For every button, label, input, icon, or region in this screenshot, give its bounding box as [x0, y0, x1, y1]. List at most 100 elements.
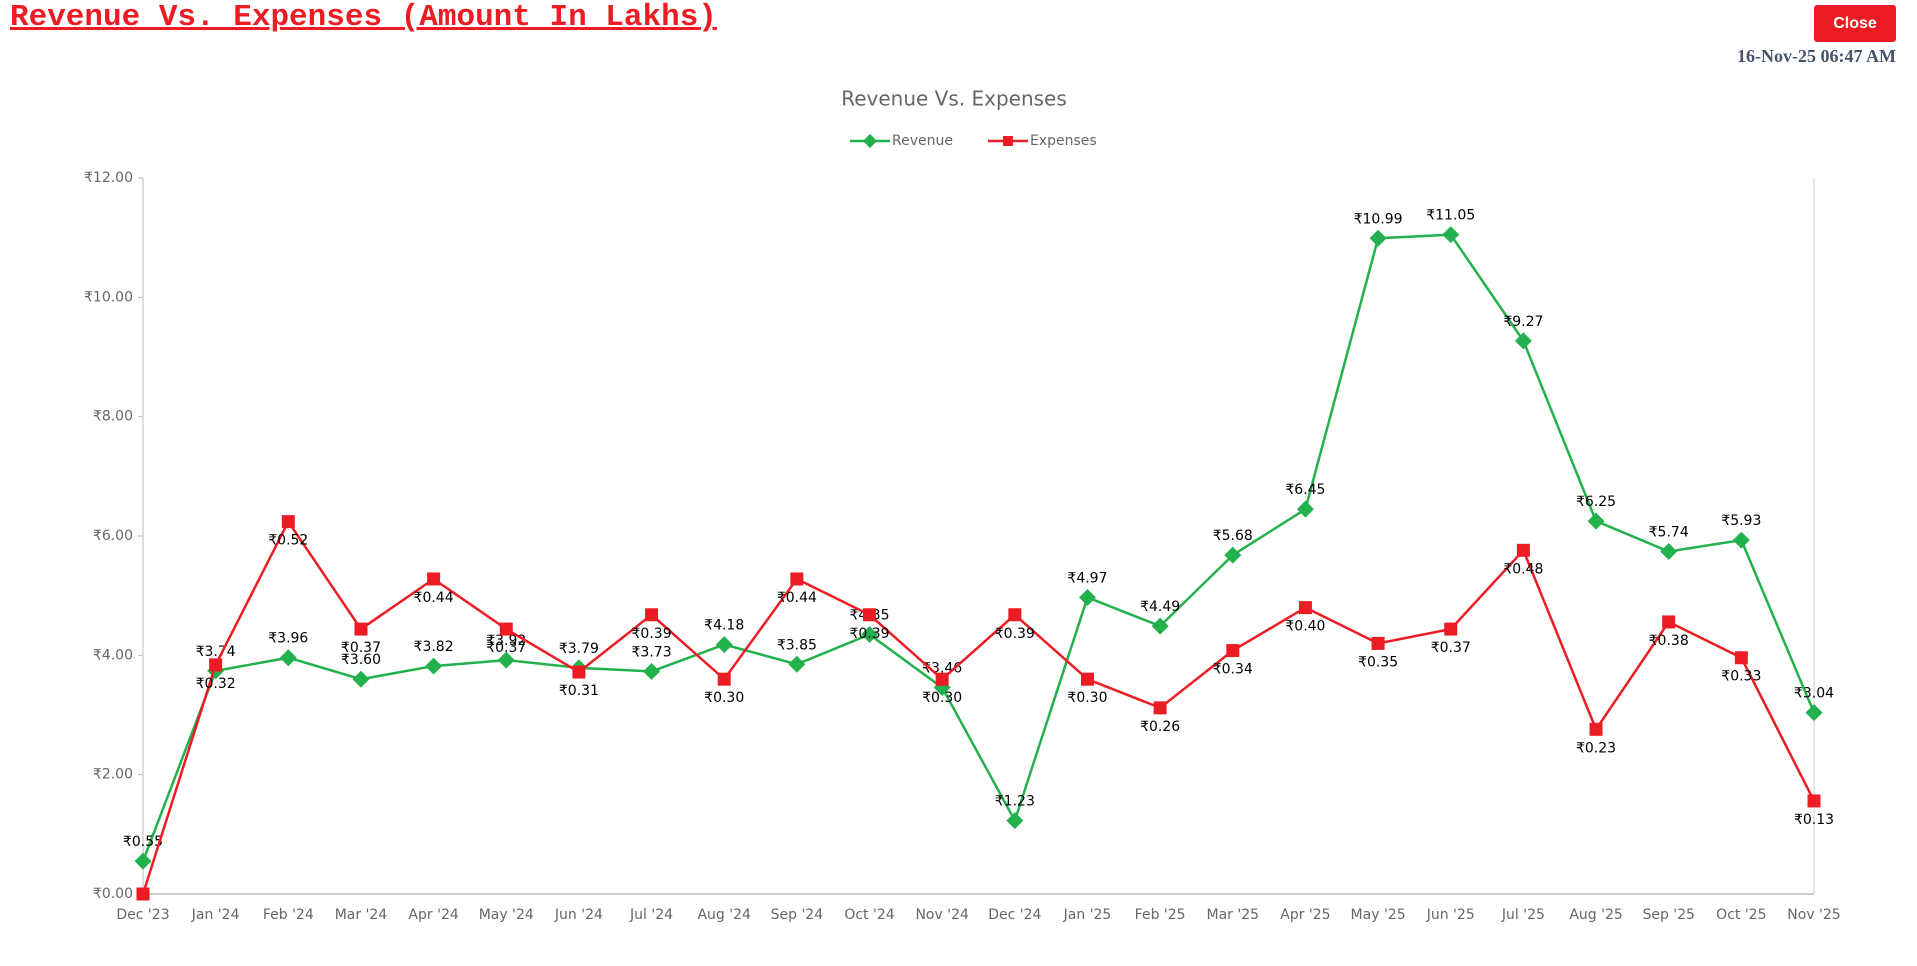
data-label: ₹0.37	[341, 640, 381, 656]
marker	[499, 622, 513, 636]
marker	[279, 649, 297, 667]
data-label: ₹0.30	[704, 690, 744, 706]
data-label: ₹0.30	[1067, 690, 1107, 706]
data-label: ₹0.39	[849, 626, 889, 642]
x-tick-label: Nov '25	[1787, 907, 1840, 923]
data-label: ₹0.31	[559, 683, 599, 699]
data-label: ₹4.97	[1067, 570, 1107, 586]
data-label: ₹0.23	[1576, 740, 1616, 756]
x-tick-label: May '25	[1351, 907, 1406, 923]
data-label: ₹0.30	[922, 690, 962, 706]
legend-label: Expenses	[1030, 133, 1097, 149]
data-label: ₹3.04	[1794, 686, 1834, 702]
marker	[134, 852, 152, 870]
x-tick-label: Jun '24	[554, 907, 603, 923]
marker	[1444, 622, 1458, 636]
marker	[1734, 651, 1748, 665]
data-label: ₹9.27	[1503, 314, 1543, 330]
legend-marker	[1002, 136, 1013, 146]
marker	[1587, 512, 1605, 530]
marker	[1151, 617, 1169, 635]
marker	[425, 657, 443, 675]
data-label: ₹0.13	[1794, 812, 1834, 828]
data-label: ₹0.32	[196, 676, 236, 692]
data-label: ₹0.44	[777, 590, 817, 606]
marker	[427, 572, 441, 586]
data-label: ₹0.44	[414, 590, 454, 606]
x-tick-label: Jul '25	[1501, 907, 1545, 923]
data-label: ₹0.26	[1140, 719, 1180, 735]
marker	[1080, 672, 1094, 686]
x-tick-label: Oct '25	[1716, 907, 1766, 923]
marker	[1371, 636, 1385, 650]
marker	[1153, 701, 1167, 715]
y-tick-label: ₹10.00	[84, 289, 133, 305]
data-label: ₹3.92	[486, 633, 526, 649]
x-tick-label: Jan '24	[191, 907, 240, 923]
x-tick-label: Mar '24	[335, 907, 388, 923]
data-label: ₹3.85	[777, 637, 817, 653]
y-tick-label: ₹4.00	[93, 647, 133, 663]
x-tick-label: Apr '25	[1280, 907, 1330, 923]
marker	[1296, 500, 1314, 518]
legend-label: Revenue	[892, 133, 953, 149]
x-tick-label: May '24	[479, 907, 534, 923]
marker	[572, 665, 586, 679]
marker	[863, 608, 877, 622]
series-line	[141, 519, 1816, 895]
marker	[788, 655, 806, 673]
marker	[281, 515, 295, 529]
y-tick-label: ₹12.00	[84, 170, 133, 186]
marker	[1516, 543, 1530, 557]
marker	[1008, 608, 1022, 622]
data-label: ₹3.96	[268, 631, 308, 647]
data-label: ₹11.05	[1426, 208, 1475, 224]
data-label: ₹0.33	[1721, 669, 1761, 685]
marker	[1662, 615, 1676, 629]
data-label: ₹0.39	[632, 626, 672, 642]
marker	[209, 658, 223, 672]
close-button[interactable]: Close	[1814, 5, 1896, 42]
marker	[352, 670, 370, 688]
data-label: ₹10.99	[1354, 211, 1403, 227]
x-tick-label: Aug '25	[1569, 907, 1622, 923]
x-tick-label: Jul '24	[629, 907, 673, 923]
data-label: ₹3.79	[559, 641, 599, 657]
x-tick-label: Oct '24	[844, 907, 894, 923]
marker	[1660, 543, 1678, 560]
data-label: ₹3.60	[341, 652, 381, 668]
data-label: ₹0.55	[123, 834, 163, 850]
page-title: Revenue Vs. Expenses (Amount In Lakhs)	[10, 0, 717, 35]
marker	[1805, 704, 1823, 722]
data-label: ₹5.93	[1721, 513, 1761, 529]
marker	[1006, 812, 1024, 830]
y-tick-label: ₹2.00	[93, 767, 133, 783]
x-tick-label: Mar '25	[1207, 907, 1260, 923]
data-label: ₹0.37	[1431, 640, 1471, 656]
marker	[497, 651, 515, 669]
x-tick-label: Nov '24	[915, 907, 969, 923]
data-label: ₹3.46	[922, 661, 962, 677]
chart-title: Revenue Vs. Expenses	[841, 87, 1067, 111]
marker	[715, 636, 733, 654]
marker	[1224, 546, 1242, 564]
data-label: ₹3.74	[196, 644, 236, 660]
y-tick-label: ₹6.00	[93, 528, 133, 544]
marker	[1589, 722, 1603, 736]
marker	[1078, 588, 1096, 606]
x-tick-label: Jan '25	[1063, 907, 1112, 923]
timestamp: 16-Nov-25 06:47 AM	[1737, 46, 1896, 66]
data-label: ₹3.73	[632, 644, 672, 660]
data-label: ₹0.34	[1213, 662, 1253, 678]
marker	[136, 887, 150, 901]
marker	[354, 622, 368, 636]
marker	[790, 572, 804, 586]
marker	[1807, 794, 1821, 808]
data-label: ₹0.37	[486, 640, 526, 656]
data-label: ₹0.48	[1503, 561, 1543, 577]
marker	[1369, 229, 1387, 247]
marker	[717, 672, 731, 686]
marker	[645, 608, 659, 622]
x-tick-label: Aug '24	[697, 907, 751, 923]
